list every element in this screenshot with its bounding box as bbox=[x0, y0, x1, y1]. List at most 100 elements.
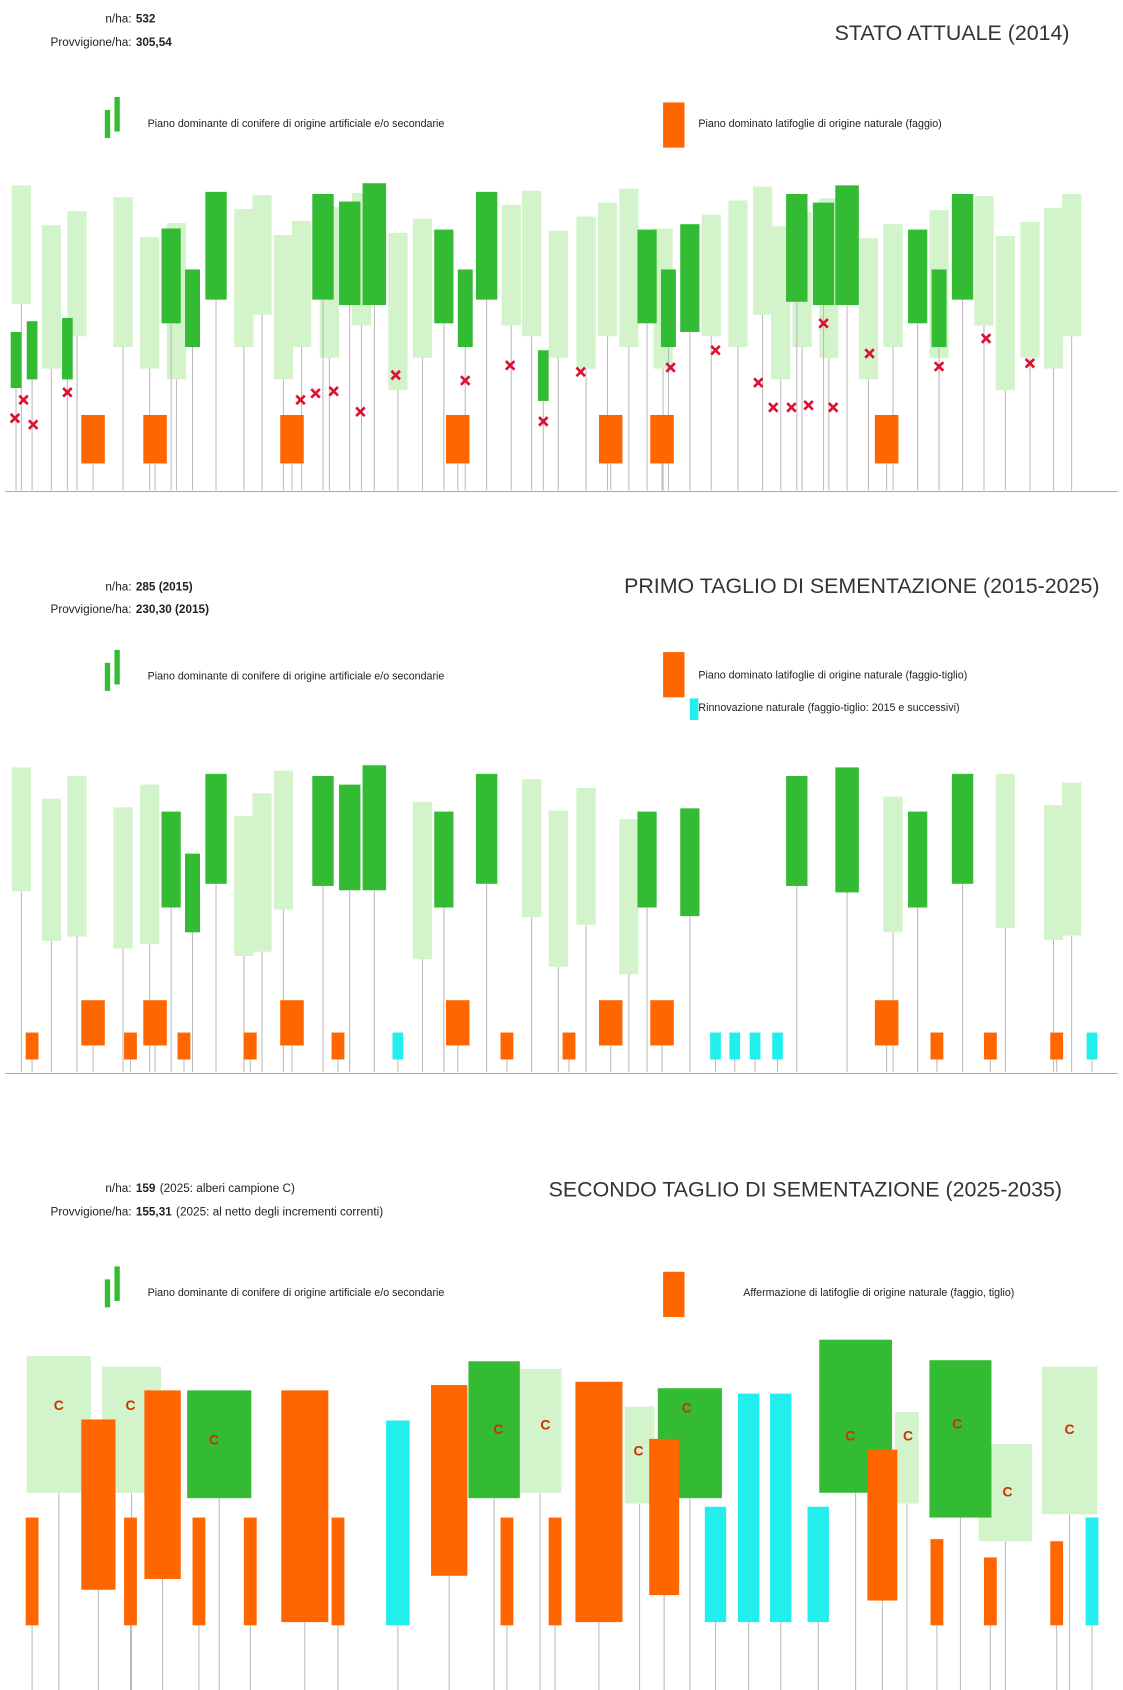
broadleaf-young bbox=[983, 1032, 997, 1060]
conifer-crown bbox=[362, 183, 387, 306]
legend-icon-conifer bbox=[114, 1266, 120, 1301]
conifer-crown bbox=[812, 202, 835, 306]
regeneration bbox=[386, 1420, 410, 1626]
stat-value: 285 (2015) bbox=[136, 579, 193, 593]
broadleaf-crown bbox=[81, 1419, 116, 1590]
legend-icon-conifer bbox=[104, 1279, 111, 1308]
broadleaf-young bbox=[331, 1032, 345, 1060]
legend-label: Piano dominante di conifere di origine a… bbox=[148, 1287, 445, 1299]
broadleaf-crown bbox=[649, 1438, 680, 1596]
legend-icon-conifer bbox=[104, 662, 111, 691]
conifer-crown-light bbox=[41, 225, 61, 369]
conifer-crown-light bbox=[995, 773, 1015, 928]
conifer-crown-light bbox=[895, 1411, 919, 1504]
cut-mark bbox=[827, 402, 839, 413]
broadleaf-crown bbox=[598, 1000, 623, 1046]
cut-mark bbox=[460, 375, 471, 386]
stat-note: (2025: alberi campione C) bbox=[160, 1181, 295, 1195]
conifer-crown bbox=[637, 811, 657, 908]
broadleaf-crown bbox=[874, 414, 899, 464]
conifer-crown-light bbox=[548, 810, 568, 967]
legend-label: Piano dominato latifoglie di origine nat… bbox=[698, 118, 941, 130]
conifer-crown bbox=[339, 201, 361, 306]
cut-mark bbox=[1024, 357, 1036, 369]
broadleaf-crown bbox=[445, 414, 470, 464]
legend-icon-conifer bbox=[114, 97, 120, 132]
legend-label: Piano dominante di conifere di origine a… bbox=[148, 118, 445, 130]
regeneration bbox=[704, 1506, 727, 1623]
regeneration bbox=[749, 1032, 761, 1060]
regeneration bbox=[392, 1032, 404, 1060]
legend-label: Piano dominato latifoglie di origine nat… bbox=[698, 670, 967, 682]
stat-value: 230,30 (2015) bbox=[136, 602, 209, 616]
conifer-crown-light bbox=[273, 234, 294, 380]
stat-label: n/ha: bbox=[105, 11, 131, 25]
cut-mark bbox=[575, 366, 586, 378]
sample-tree-mark: C bbox=[903, 1427, 913, 1443]
conifer-crown-light bbox=[995, 236, 1015, 391]
conifer-crown-light bbox=[1020, 222, 1040, 358]
conifer-crown-light bbox=[252, 195, 272, 315]
stat-label: Provvigione/ha: bbox=[51, 1205, 132, 1219]
conifer-crown-light bbox=[597, 202, 618, 337]
broadleaf-young bbox=[1050, 1032, 1064, 1060]
broadleaf-young bbox=[177, 1032, 191, 1060]
conifer-crown-light bbox=[883, 224, 903, 348]
conifer-crown bbox=[468, 1361, 520, 1499]
sample-tree-mark: C bbox=[682, 1399, 692, 1415]
conifer-crown bbox=[951, 773, 974, 884]
conifer-crown-light bbox=[412, 218, 433, 358]
sample-tree-mark: C bbox=[952, 1416, 962, 1432]
sample-tree-mark: C bbox=[54, 1397, 64, 1413]
broadleaf-crown bbox=[143, 414, 167, 464]
broadleaf-crown bbox=[144, 1390, 181, 1579]
conifer-crown bbox=[362, 765, 387, 891]
conifer-crown bbox=[339, 784, 361, 891]
broadleaf-young bbox=[562, 1032, 576, 1060]
conifer-crown bbox=[786, 776, 808, 886]
stat-label: n/ha: bbox=[105, 1181, 131, 1195]
regeneration bbox=[737, 1393, 760, 1623]
conifer-crown bbox=[185, 269, 201, 348]
conifer-crown bbox=[457, 269, 473, 348]
cut-mark bbox=[18, 394, 29, 406]
regeneration bbox=[772, 1032, 783, 1060]
stat-value: 159 bbox=[136, 1181, 156, 1195]
conifer-crown-light bbox=[67, 776, 87, 937]
conifer-crown-light bbox=[521, 190, 542, 337]
cut-mark bbox=[710, 345, 721, 356]
broadleaf-crown bbox=[1050, 1541, 1064, 1626]
conifer-crown bbox=[205, 773, 227, 884]
conifer-crown-light bbox=[412, 801, 433, 960]
cut-mark bbox=[538, 416, 549, 427]
conifer-crown-light bbox=[1043, 805, 1064, 940]
broadleaf-crown bbox=[25, 1517, 39, 1626]
cut-mark bbox=[9, 412, 21, 424]
conifer-crown-light bbox=[388, 232, 408, 391]
conifer-crown bbox=[929, 1360, 992, 1518]
conifer-crown-light bbox=[501, 204, 521, 326]
conifer-crown-light bbox=[858, 238, 879, 380]
cut-mark bbox=[355, 406, 366, 417]
conifer-crown bbox=[680, 808, 700, 917]
sample-tree-mark: C bbox=[125, 1397, 135, 1413]
conifer-crown-light bbox=[234, 815, 254, 957]
sample-tree-mark: C bbox=[493, 1421, 503, 1437]
broadleaf-young bbox=[243, 1032, 257, 1060]
regeneration bbox=[729, 1032, 741, 1060]
regeneration bbox=[807, 1506, 829, 1623]
stat-value: 305,54 bbox=[136, 35, 172, 49]
conifer-crown-light bbox=[974, 196, 994, 326]
broadleaf-crown bbox=[81, 414, 105, 464]
stat-label: n/ha: bbox=[105, 579, 131, 593]
conifer-crown-light bbox=[576, 787, 596, 925]
conifer-crown-light bbox=[548, 230, 568, 358]
conifer-crown bbox=[10, 331, 22, 389]
cut-mark bbox=[310, 388, 321, 399]
conifer-crown-light bbox=[728, 200, 748, 348]
conifer-crown bbox=[161, 228, 181, 324]
conifer-crown-light bbox=[1041, 1366, 1098, 1515]
cut-mark bbox=[818, 318, 829, 329]
conifer-crown bbox=[951, 194, 974, 300]
conifer-crown bbox=[312, 776, 334, 886]
